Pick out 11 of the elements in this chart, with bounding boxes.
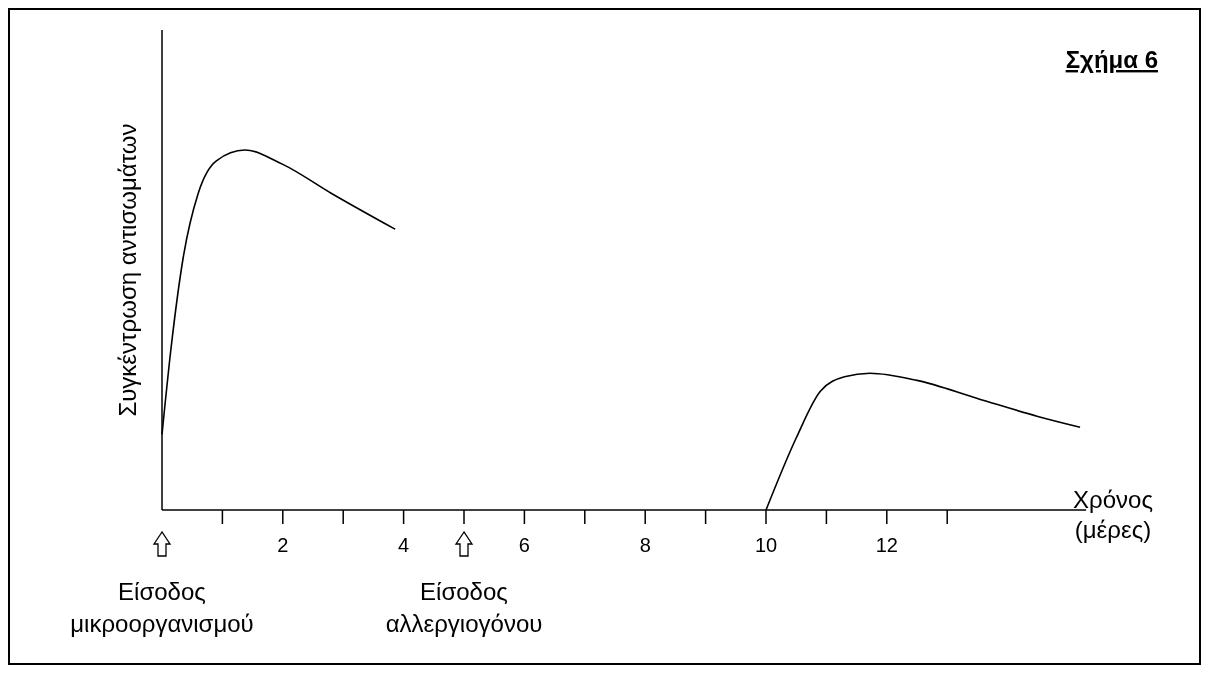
chart-title: Σχήμα 6 [1065,46,1158,73]
y-axis-title: Συγκέντρωση αντισωμάτων [114,123,141,417]
text: Είσοδος αλλεργιογόνου [385,578,543,637]
x-tick-label: 10 [754,534,778,556]
x-axis-title: Χρόνος (μέρες) [1073,486,1153,543]
x-tick-label: 12 [875,534,898,556]
text: Είσοδος μικροοργανισμού [70,578,254,637]
x-tick-label: 4 [398,534,410,556]
x-tick-label: 6 [518,534,530,556]
x-tick-label: 8 [639,534,651,556]
x-tick-label: 2 [277,534,289,556]
